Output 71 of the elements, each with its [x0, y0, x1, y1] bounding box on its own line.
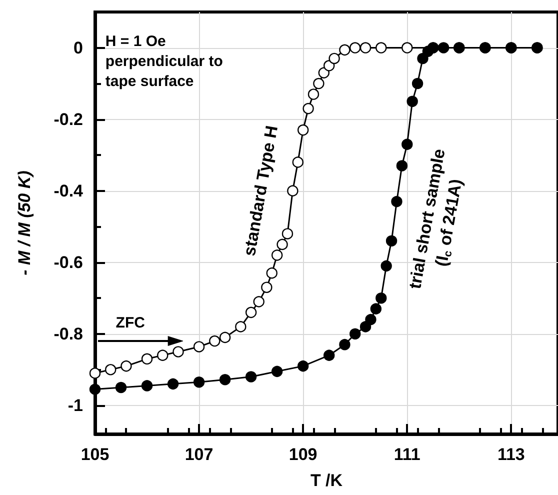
x-axis-title: T /K [310, 471, 344, 490]
point [324, 60, 335, 72]
point [396, 160, 408, 172]
point [402, 42, 413, 54]
x-tick-label: 113 [497, 445, 525, 464]
point [313, 78, 324, 90]
point [438, 42, 450, 54]
point [219, 332, 231, 344]
point [386, 235, 398, 246]
x-tick-label: 105 [80, 445, 110, 464]
point [172, 346, 184, 358]
point [287, 185, 298, 196]
point [324, 350, 335, 361]
point [271, 250, 283, 261]
point [350, 328, 361, 340]
point [412, 78, 424, 90]
point [167, 378, 179, 390]
point [157, 350, 168, 361]
x-tick-label: 107 [184, 445, 214, 464]
x-tick-label: 111 [394, 445, 420, 464]
x-tick-label: 109 [288, 445, 318, 464]
point [380, 260, 392, 272]
y-tick-label: 0 [74, 38, 83, 58]
y-tick-label: -0.2 [54, 110, 83, 129]
point [292, 156, 304, 168]
point [261, 282, 272, 293]
point [89, 384, 101, 395]
y-tick-label: -0.8 [54, 324, 83, 344]
point [402, 138, 413, 150]
point [318, 67, 330, 78]
point [219, 374, 231, 386]
point [365, 314, 376, 326]
point [193, 341, 205, 352]
point [360, 321, 372, 332]
point [193, 376, 205, 388]
y-tick-label: -1 [68, 396, 83, 415]
point [245, 306, 257, 318]
point [120, 360, 132, 372]
point [302, 102, 314, 114]
point [253, 296, 264, 308]
point [406, 96, 418, 108]
point [376, 42, 387, 54]
point [339, 338, 350, 350]
point [298, 360, 309, 372]
text: trial short sample (Ic of 241A) [405, 147, 466, 290]
point [235, 321, 246, 332]
point [105, 364, 116, 376]
point [350, 42, 361, 54]
point [209, 335, 220, 347]
point [308, 88, 320, 100]
annotation: ZFC [116, 314, 146, 332]
text: standard Type H [240, 124, 282, 258]
point [376, 292, 387, 304]
point [282, 228, 294, 240]
y-axis-title: - M / M (50 K) [15, 170, 34, 276]
point [115, 382, 127, 394]
y-tick-label: -0.4 [54, 181, 84, 200]
point [339, 44, 350, 56]
point [271, 366, 283, 378]
point [245, 371, 257, 382]
point [328, 52, 340, 64]
point [298, 124, 309, 136]
point [141, 353, 153, 364]
point [266, 267, 278, 279]
point [360, 42, 372, 54]
y-tick-label: -0.6 [54, 252, 83, 272]
annotation: H = 1 Oe perpendicular to tape surface [105, 33, 223, 90]
point [391, 196, 402, 208]
point [141, 380, 153, 392]
point [276, 238, 288, 250]
point [370, 303, 382, 314]
